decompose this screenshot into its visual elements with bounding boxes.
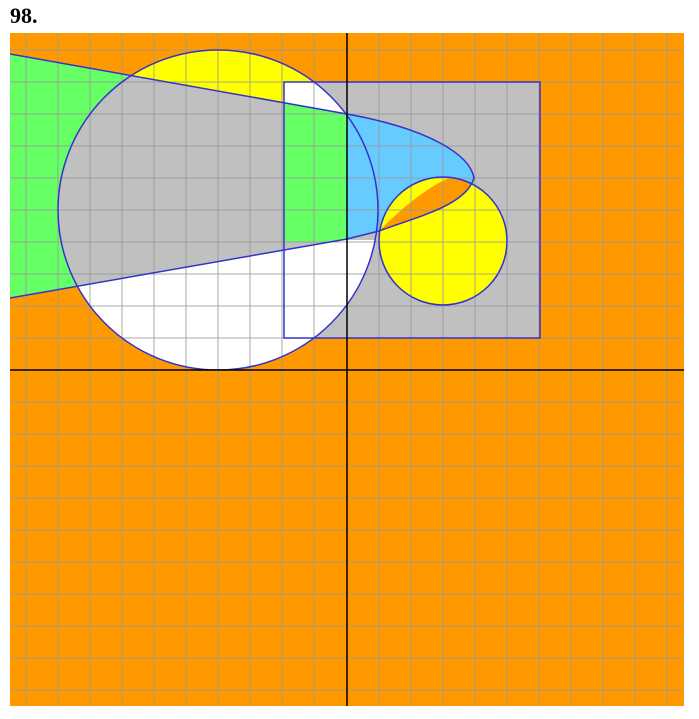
rectangle-outline xyxy=(283,81,541,339)
axes xyxy=(10,33,684,706)
small-circle-outline xyxy=(378,176,508,306)
parabola-outline xyxy=(10,53,475,299)
problem-number: 98. xyxy=(10,3,38,28)
plot-area xyxy=(10,33,684,706)
small-circle-orange-region xyxy=(379,177,474,231)
